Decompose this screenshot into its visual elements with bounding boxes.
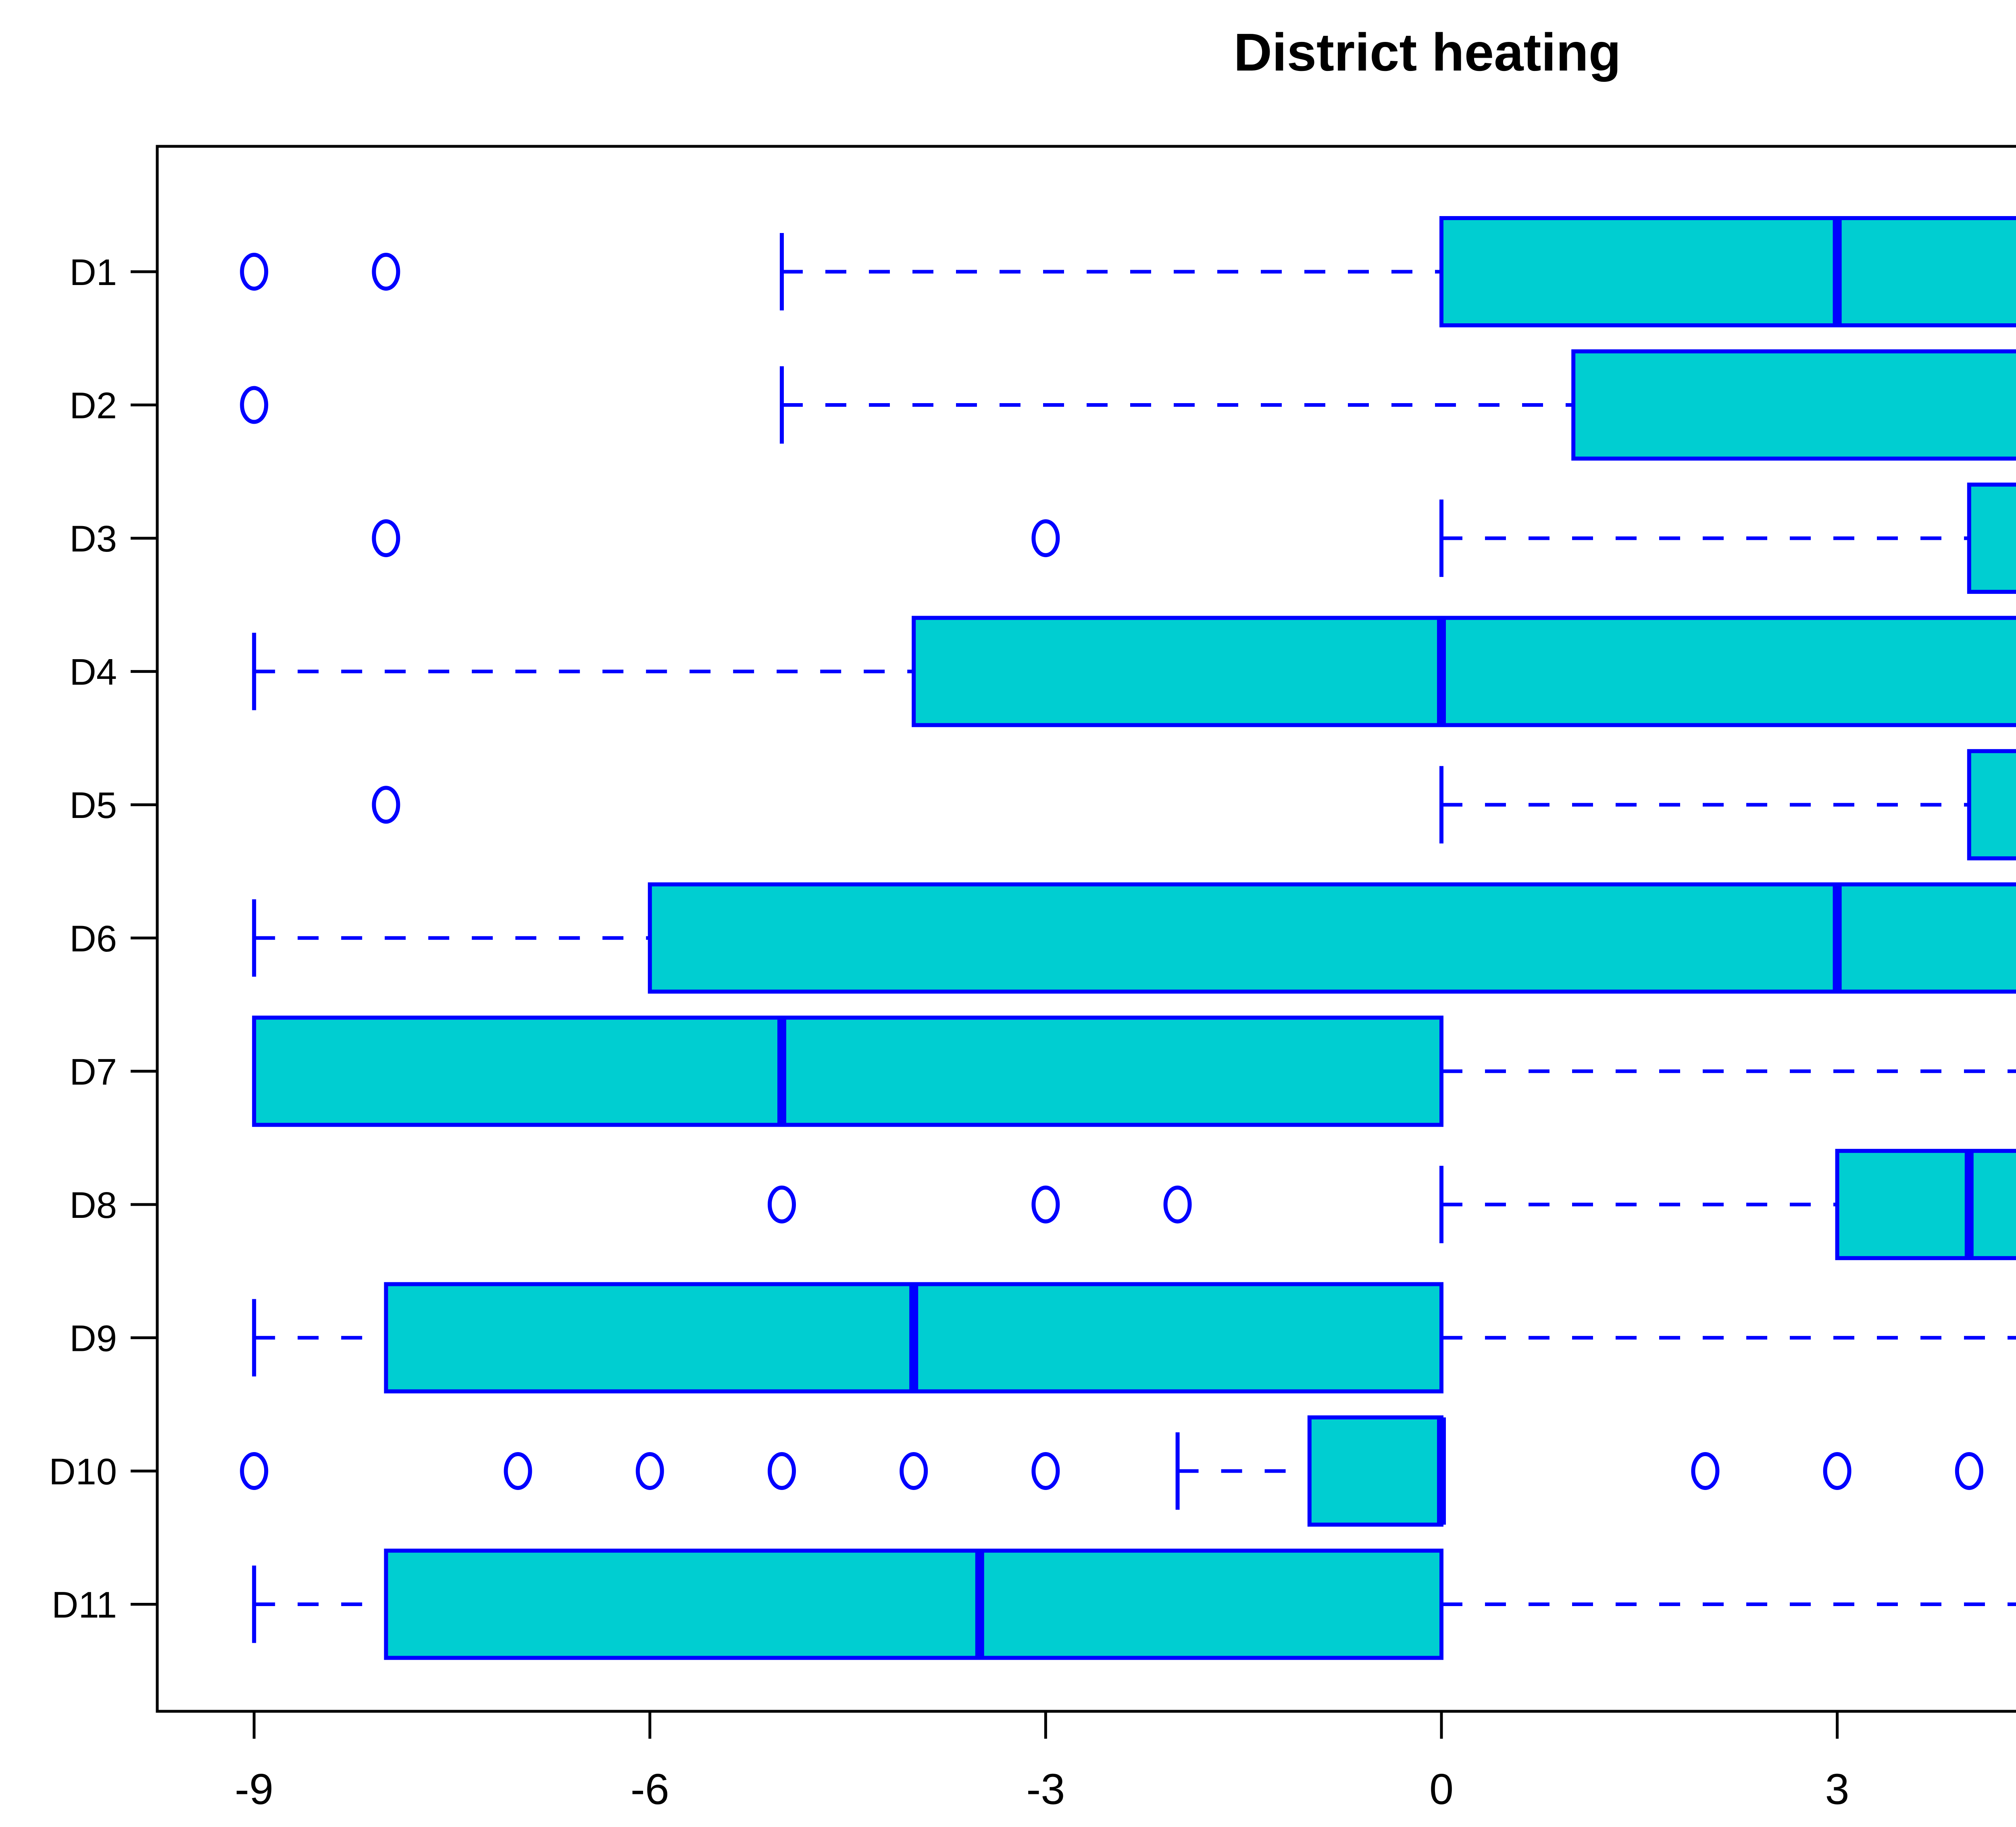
y-axis-tick-label: D3 bbox=[69, 518, 117, 560]
outlier-D10 bbox=[1823, 1452, 1851, 1490]
plot-frame bbox=[156, 145, 2016, 1713]
chart-title: District heating bbox=[1234, 23, 1621, 82]
box-D10 bbox=[1307, 1415, 1444, 1527]
outlier-D8 bbox=[768, 1185, 796, 1224]
box-D11 bbox=[384, 1548, 1444, 1660]
outlier-D10 bbox=[1955, 1452, 1983, 1490]
box-D2 bbox=[1571, 349, 2016, 461]
x-axis-tick-label: -9 bbox=[235, 1765, 273, 1813]
y-axis-tick-label: D7 bbox=[69, 1051, 117, 1092]
outlier-D10 bbox=[900, 1452, 928, 1490]
y-axis-tick-label: D6 bbox=[69, 918, 117, 959]
y-axis-tick-label: D4 bbox=[69, 652, 117, 693]
outlier-D1 bbox=[372, 253, 400, 291]
outlier-D3 bbox=[1031, 519, 1060, 558]
y-axis-tick-label: D2 bbox=[69, 385, 117, 427]
x-axis-tick-label: 0 bbox=[1429, 1765, 1454, 1813]
x-axis-tick-label: 3 bbox=[1825, 1765, 1849, 1813]
outlier-D10 bbox=[240, 1452, 269, 1490]
x-axis-tick-label: -6 bbox=[631, 1765, 669, 1813]
y-axis-tick-label: D5 bbox=[69, 785, 117, 826]
box-D3 bbox=[1967, 483, 2016, 594]
y-axis-tick-label: D8 bbox=[69, 1185, 117, 1226]
plot-area: -9-6-30369D1D2D3D4D5D6D7D8D9D10D11 bbox=[49, 145, 2016, 1813]
y-axis-tick-label: D1 bbox=[69, 252, 117, 293]
outlier-D10 bbox=[635, 1452, 664, 1490]
y-axis-tick-label: D11 bbox=[52, 1585, 117, 1626]
outlier-D3 bbox=[372, 519, 400, 558]
outlier-D10 bbox=[504, 1452, 532, 1490]
outlier-D10 bbox=[1031, 1452, 1060, 1490]
y-axis-tick-label: D9 bbox=[69, 1318, 117, 1359]
outlier-D2 bbox=[240, 386, 269, 424]
box-D8 bbox=[1835, 1149, 2016, 1260]
outlier-D1 bbox=[240, 253, 269, 291]
box-D7 bbox=[252, 1015, 1444, 1127]
box-D1 bbox=[1439, 216, 2016, 327]
outlier-D10 bbox=[1691, 1452, 1720, 1490]
y-axis-tick-label: D10 bbox=[49, 1451, 117, 1492]
outlier-D8 bbox=[1031, 1185, 1060, 1224]
outlier-D8 bbox=[1163, 1185, 1192, 1224]
outlier-D10 bbox=[768, 1452, 796, 1490]
box-D4 bbox=[912, 616, 2016, 727]
x-axis-tick-label: -3 bbox=[1026, 1765, 1065, 1813]
box-D6 bbox=[648, 882, 2016, 994]
outlier-D5 bbox=[372, 786, 400, 824]
box-D5 bbox=[1967, 749, 2016, 861]
